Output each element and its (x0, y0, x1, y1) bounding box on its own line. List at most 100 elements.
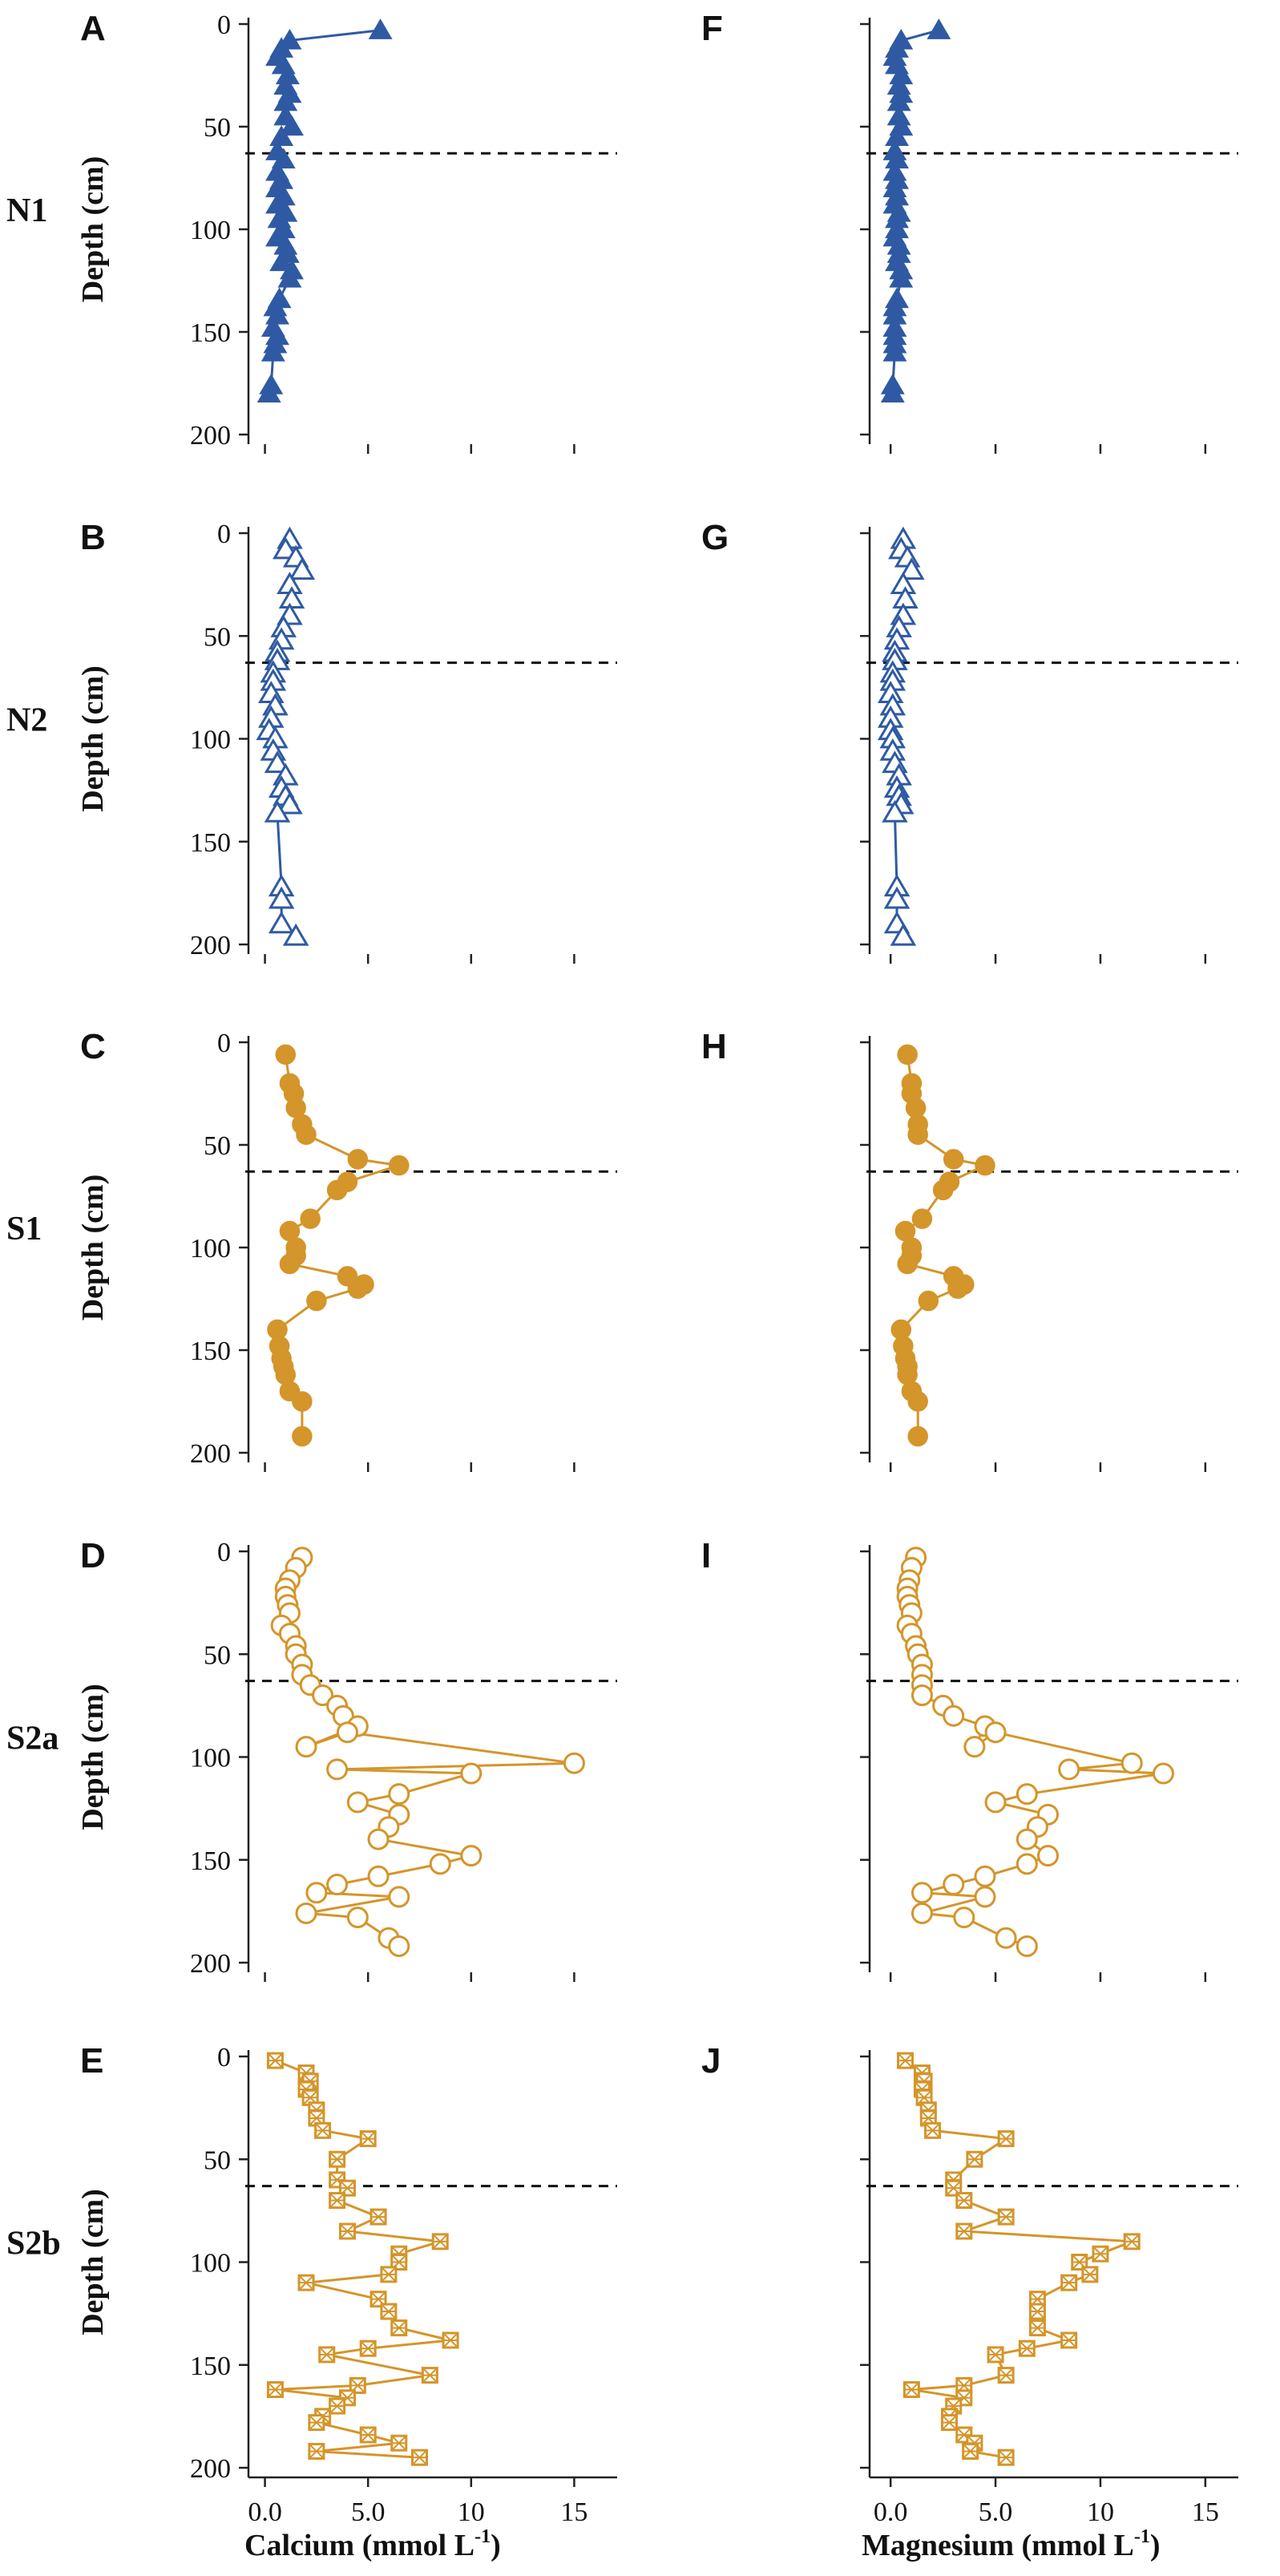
data-point (380, 2266, 398, 2283)
data-point (924, 2121, 942, 2139)
y-tick-label: 0 (217, 2043, 231, 2073)
data-point (1018, 2339, 1036, 2357)
x-axis-title-calcium-sup: -1 (474, 2526, 491, 2547)
data-point (329, 2150, 346, 2168)
data-point (1016, 1935, 1038, 1957)
data-point (279, 1253, 301, 1275)
data-point (932, 1179, 954, 1201)
data-point (927, 18, 951, 39)
data-point (902, 2381, 920, 2399)
y-axis-title: Depth (cm) (76, 156, 110, 303)
data-point (907, 1391, 928, 1412)
marker-hatch (962, 2443, 979, 2460)
data-point (300, 1208, 321, 1229)
data-point (380, 2303, 398, 2320)
x-axis-title-calcium-main: Calcium (mmol L (244, 2529, 474, 2562)
data-point (880, 382, 905, 402)
data-point (1060, 2331, 1078, 2349)
panel-C: 0 50 100 150 200 C S1 Depth (cm) (6, 1027, 617, 1472)
data-point (388, 1935, 410, 1957)
x-axis-title-magnesium-sup: -1 (1134, 2526, 1150, 2547)
data-point (312, 1684, 334, 1707)
y-tick-label: 100 (190, 726, 231, 755)
x-axis-title-magnesium: Magnesium (mmol L-1) (862, 2526, 1161, 2562)
x-axis-title-calcium: Calcium (mmol L-1) (244, 2526, 501, 2562)
data-point (1037, 1845, 1059, 1867)
x-axis-title-magnesium-close: ) (1150, 2529, 1161, 2562)
data-point (268, 911, 295, 934)
marker-hatch (1019, 2340, 1036, 2356)
y-tick-label: 100 (190, 216, 231, 245)
data-point (963, 1736, 986, 1758)
data-point (995, 1927, 1017, 1949)
data-point (997, 2130, 1015, 2148)
data-point (943, 1874, 965, 1896)
data-point (1028, 2319, 1046, 2337)
data-point (974, 1886, 996, 1908)
x-tick-label: 10 (1087, 2497, 1114, 2527)
marker-hatch (941, 2414, 958, 2431)
row-label: S1 (6, 1211, 42, 1248)
data-point (1016, 1783, 1038, 1806)
row-label: N2 (6, 702, 47, 739)
data-point (883, 886, 911, 909)
data-point (346, 1907, 369, 1929)
data-point (911, 1208, 933, 1229)
y-tick-label: 100 (190, 1234, 231, 1264)
marker-hatch (391, 2435, 407, 2451)
marker-hatch (309, 2443, 325, 2460)
marker-hatch (411, 2449, 428, 2465)
data-point (907, 1425, 928, 1447)
y-tick-label: 50 (204, 1640, 231, 1670)
data-point (962, 2442, 979, 2460)
marker-hatch (309, 2414, 325, 2431)
panel-letter: B (80, 518, 106, 557)
panel-D: 0 50 100 150 200 D S2a Depth (cm) (6, 1536, 617, 1982)
marker-hatch (267, 2381, 284, 2398)
series-line (274, 2059, 451, 2459)
data-point (359, 2130, 377, 2148)
y-tick-label: 150 (190, 318, 231, 348)
data-point (329, 2192, 346, 2210)
data-point (1060, 2274, 1078, 2291)
data-point (305, 1882, 328, 1904)
marker-hatch (329, 2192, 345, 2209)
y-tick-label: 150 (190, 2352, 231, 2381)
marker-hatch (1060, 2332, 1077, 2348)
data-point (997, 2449, 1015, 2466)
data-point (326, 1758, 349, 1781)
data-point (269, 125, 294, 146)
panel-letter: D (80, 1536, 106, 1575)
data-point (369, 2291, 387, 2308)
data-point (431, 2233, 449, 2250)
data-point (975, 1155, 995, 1176)
data-point (911, 1882, 933, 1904)
panel-letter: F (701, 9, 723, 48)
marker-hatch (442, 2332, 458, 2348)
y-tick-label: 150 (190, 828, 231, 858)
data-point (390, 2254, 408, 2271)
y-axis-title: Depth (cm) (76, 2189, 110, 2335)
x-tick-label: 5.0 (979, 2497, 1013, 2527)
panel-letter: G (701, 518, 729, 557)
data-point (297, 2274, 315, 2291)
data-point (997, 2208, 1015, 2226)
data-point (295, 1902, 317, 1924)
panel-letter: H (701, 1027, 727, 1066)
data-point (947, 1278, 968, 1299)
marker-hatch (998, 2449, 1014, 2465)
x-axis-title-calcium-close: ) (491, 2529, 501, 2562)
data-point (289, 557, 316, 580)
data-point (275, 1044, 297, 1066)
data-point (277, 791, 303, 815)
data-point (890, 923, 917, 946)
marker-hatch (998, 2209, 1014, 2225)
y-tick-label: 200 (190, 1439, 231, 1469)
data-point (421, 2367, 438, 2384)
data-point (1028, 2303, 1046, 2320)
panel-letter: E (80, 2041, 103, 2081)
data-point (326, 1874, 349, 1896)
y-tick-label: 150 (190, 1337, 231, 1366)
marker-hatch (329, 2151, 345, 2167)
data-point (273, 536, 299, 560)
